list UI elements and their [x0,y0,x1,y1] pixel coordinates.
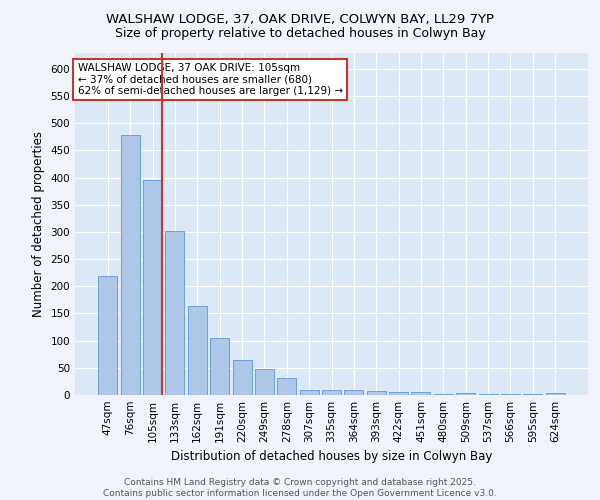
Bar [143,180,162,395]
Bar [389,392,408,395]
Bar [456,393,475,395]
Bar [412,392,430,395]
Bar [434,394,453,395]
Bar [322,390,341,395]
Bar [166,231,184,395]
Bar [344,390,364,395]
Bar [277,378,296,395]
Bar [545,393,565,395]
Text: WALSHAW LODGE, 37, OAK DRIVE, COLWYN BAY, LL29 7YP: WALSHAW LODGE, 37, OAK DRIVE, COLWYN BAY… [106,12,494,26]
Text: WALSHAW LODGE, 37 OAK DRIVE: 105sqm
← 37% of detached houses are smaller (680)
6: WALSHAW LODGE, 37 OAK DRIVE: 105sqm ← 37… [77,63,343,96]
Bar [523,394,542,395]
Bar [479,394,497,395]
Bar [121,135,140,395]
Bar [367,390,386,395]
Bar [98,276,118,395]
Bar [210,338,229,395]
Text: Size of property relative to detached houses in Colwyn Bay: Size of property relative to detached ho… [115,28,485,40]
Text: Contains HM Land Registry data © Crown copyright and database right 2025.
Contai: Contains HM Land Registry data © Crown c… [103,478,497,498]
Bar [233,360,251,395]
Y-axis label: Number of detached properties: Number of detached properties [32,130,45,317]
Bar [299,390,319,395]
Bar [501,394,520,395]
X-axis label: Distribution of detached houses by size in Colwyn Bay: Distribution of detached houses by size … [171,450,492,464]
Bar [255,370,274,395]
Bar [188,306,207,395]
